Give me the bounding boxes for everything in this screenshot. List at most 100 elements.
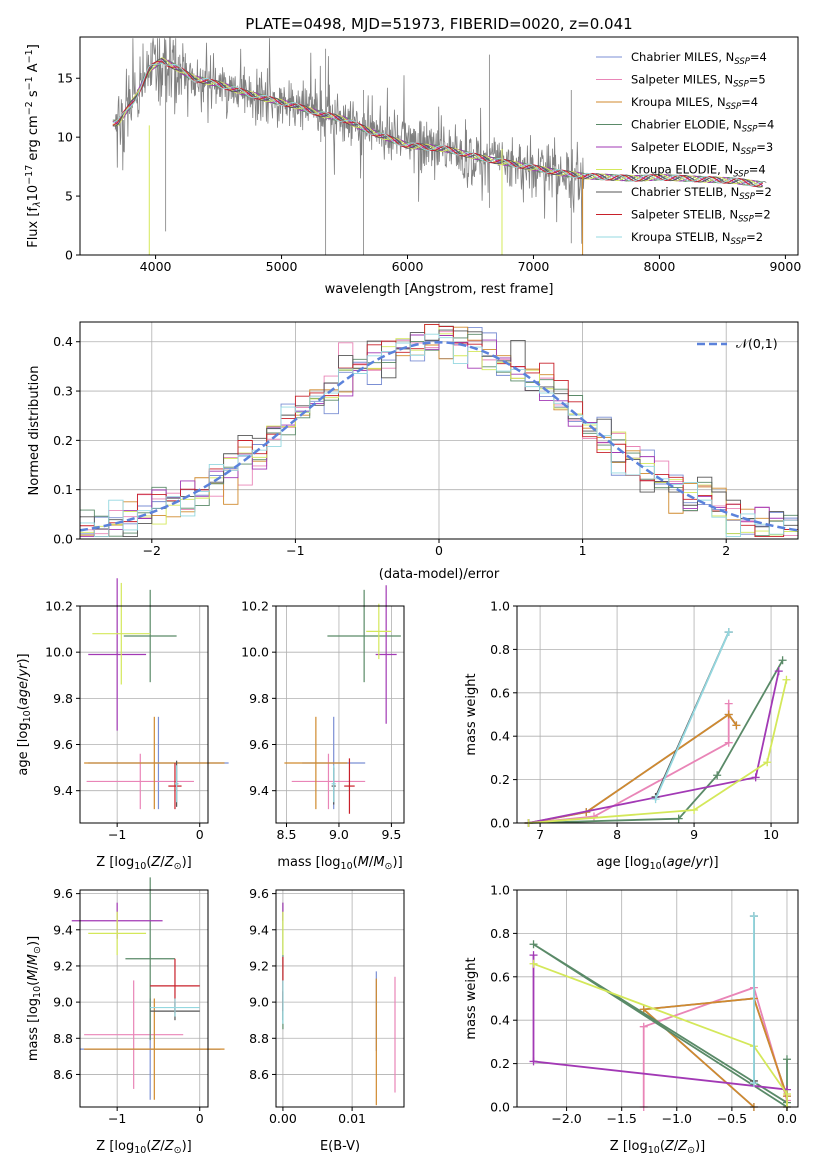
axes-frame: [275, 605, 405, 824]
y-tick-label: 9.8: [249, 691, 269, 706]
y-tick-label: 9.4: [53, 922, 73, 937]
y-tick-label: 9.4: [53, 783, 73, 798]
y-tick-label: 10.0: [45, 645, 73, 660]
y-tick-label: 9.6: [53, 737, 73, 752]
weight-marker: [732, 721, 741, 730]
weight-marker: [749, 1079, 758, 1088]
x-axis-label: E(B-V): [320, 1139, 360, 1154]
x-tick-label: 9.0: [329, 827, 349, 842]
axes-frame: [275, 889, 405, 1108]
x-tick-label: −1: [108, 827, 126, 842]
y-tick-label: 0.4: [53, 334, 73, 349]
weight-line: [533, 962, 788, 1107]
y-tick-label: 9.0: [53, 995, 73, 1010]
x-tick-label: 8.5: [277, 827, 297, 842]
y-tick-label: 5: [65, 189, 73, 204]
x-tick-label: 6000: [392, 259, 424, 274]
x-tick-label: −1: [108, 1111, 126, 1126]
x-tick-label: 5000: [266, 259, 298, 274]
y-tick-label: 0.0: [53, 532, 73, 547]
axes-frame: [79, 889, 209, 1108]
histogram-step: [80, 333, 798, 537]
y-axis-label: mass weight: [464, 957, 479, 1039]
axes-frame: [79, 605, 209, 824]
x-tick-label: −2: [143, 543, 161, 558]
model-fit-line: [112, 57, 763, 188]
y-tick-label: 0.8: [490, 642, 510, 657]
x-axis-label: Z [log10(Z/Z⊙)]: [96, 855, 191, 872]
x-tick-label: 10: [763, 827, 779, 842]
legend-entry: Salpeter MILES, NSSP=5: [631, 73, 766, 90]
x-tick-label: 7000: [518, 259, 550, 274]
y-axis-label: Normed distribution: [27, 366, 42, 496]
y-tick-label: 10.2: [241, 599, 269, 614]
weight-marker: [589, 812, 598, 821]
y-tick-label: 15: [57, 71, 73, 86]
x-tick-label: 4000: [140, 259, 172, 274]
x-tick-label: 8000: [644, 259, 676, 274]
y-tick-label: 0.0: [490, 1100, 510, 1115]
weight-line: [642, 986, 788, 1107]
x-tick-label: −2.0: [551, 1111, 581, 1126]
legend-entry: 𝒩(0,1): [736, 336, 778, 351]
x-tick-label: −1: [286, 543, 304, 558]
weight-marker: [713, 771, 722, 780]
age-vs-metallicity-panel: −1 0 9.4 9.6 9.8 10.0 10.2 Z [log10(Z/Z⊙)] age […: [16, 578, 229, 872]
weight-marker: [724, 710, 733, 719]
weight-marker: [529, 951, 538, 960]
x-tick-label: 9000: [769, 259, 801, 274]
weight-line: [641, 997, 788, 1108]
x-axis-label: Z [log10(Z/Z⊙)]: [96, 1139, 191, 1156]
x-tick-label: 0.00: [269, 1111, 297, 1126]
weight-line: [528, 659, 784, 824]
legend-entry: Kroupa STELIB, NSSP=2: [631, 230, 763, 247]
y-tick-label: 0: [65, 248, 73, 263]
x-tick-label: 1: [579, 543, 587, 558]
y-tick-label: 8.6: [249, 1067, 269, 1082]
x-tick-label: 9.5: [381, 827, 401, 842]
model-fit-line: [112, 62, 763, 187]
mass-vs-metallicity-panel: −1 0 8.6 8.8 9.0 9.2 9.4 9.6 Z [log10(Z/Z⊙)] mass…: [26, 877, 225, 1156]
weight-marker: [782, 1055, 791, 1064]
y-tick-label: 10: [57, 130, 73, 145]
residual-histogram-panel: −2 −1 0 1 2 0.0 0.1 0.2 0.3 0.4 (data-model)/error…: [27, 321, 799, 582]
x-tick-label: 0.01: [338, 1111, 366, 1126]
y-tick-label: 0.0: [490, 816, 510, 831]
y-tick-label: 0.4: [490, 729, 510, 744]
y-tick-label: 0.2: [490, 1056, 510, 1071]
legend-entry: Chabrier MILES, NSSP=4: [631, 50, 767, 67]
y-tick-label: 0.3: [53, 384, 73, 399]
y-tick-label: 9.0: [249, 995, 269, 1010]
x-axis-label: Z [log10(Z/Z⊙)]: [610, 1139, 705, 1156]
axes-frame: [516, 889, 799, 1108]
weight-marker: [782, 1089, 791, 1098]
weight-marker: [724, 628, 733, 637]
histogram-step: [80, 324, 798, 536]
x-axis-label: age [log10(age/yr)]: [596, 855, 718, 872]
x-tick-label: −0.5: [717, 1111, 747, 1126]
y-axis-label: age [log10(age/yr)]: [16, 653, 33, 775]
weight-marker: [774, 667, 783, 676]
weight-marker: [639, 1022, 648, 1031]
model-fit-line: [112, 60, 763, 187]
y-tick-label: 9.6: [249, 886, 269, 901]
x-axis-label: mass [log10(M/M⊙)]: [277, 855, 402, 872]
x-tick-label: −1.0: [662, 1111, 692, 1126]
histogram-step: [80, 326, 798, 537]
y-tick-label: 8.8: [249, 1031, 269, 1046]
x-tick-label: 8: [613, 827, 621, 842]
legend-entry: Chabrier STELIB, NSSP=2: [631, 185, 772, 202]
weight-marker: [639, 1005, 648, 1014]
x-axis-label: wavelength [Angstrom, rest frame]: [325, 282, 554, 297]
y-tick-label: 1.0: [490, 599, 510, 614]
legend-entry: Kroupa MILES, NSSP=4: [631, 95, 758, 112]
y-tick-label: 9.8: [53, 691, 73, 706]
legend-entry: Salpeter ELODIE, NSSP=3: [631, 140, 773, 157]
weight-line: [528, 679, 788, 824]
axes-frame: [516, 605, 799, 824]
y-tick-label: 10.2: [45, 599, 73, 614]
mass-vs-extinction-panel: 0.00 0.01 8.6 8.8 9.0 9.2 9.4 9.6 E(B-V): [249, 886, 405, 1154]
weight-marker: [651, 795, 660, 804]
weight-marker: [690, 805, 699, 814]
weight-line: [533, 943, 788, 1109]
